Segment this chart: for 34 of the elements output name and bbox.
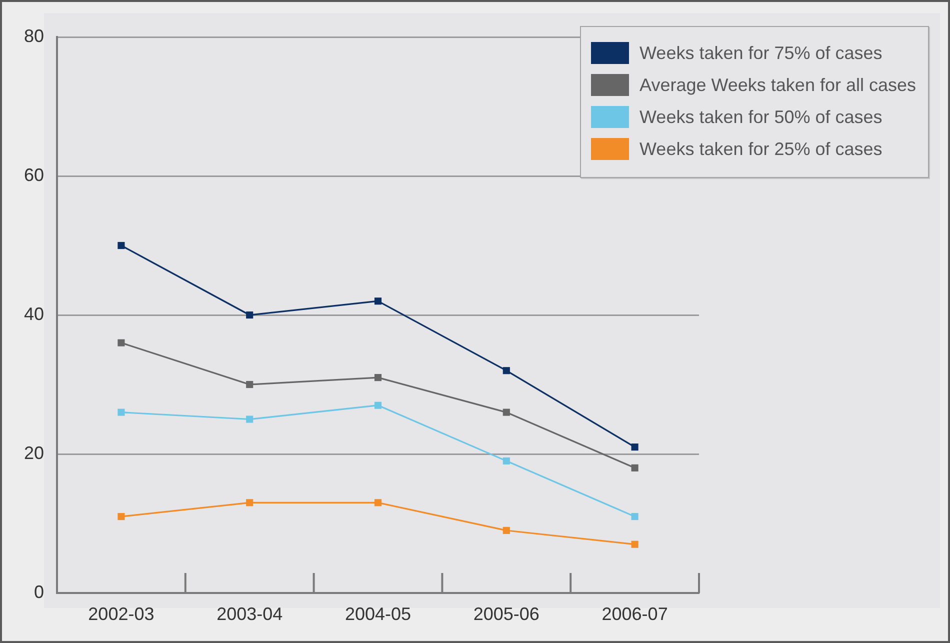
point <box>118 242 125 250</box>
y-tick-label: 80 <box>24 26 44 46</box>
point <box>246 416 254 423</box>
x-tick-label: 2002-03 <box>88 604 154 624</box>
legend-label: Weeks taken for 50% of cases <box>640 106 882 128</box>
point <box>502 408 510 416</box>
y-tick-label: 20 <box>24 442 44 463</box>
point <box>631 444 638 451</box>
point <box>118 408 125 416</box>
point <box>246 499 254 506</box>
y-tick-label: 40 <box>24 304 44 324</box>
point <box>631 464 638 472</box>
legend-label: Average Weeks taken for all cases <box>640 74 916 96</box>
point <box>374 402 382 409</box>
point <box>631 540 638 548</box>
point <box>118 339 125 346</box>
point <box>502 457 510 464</box>
point <box>246 380 254 388</box>
y-tick-label: 0 <box>34 582 44 602</box>
point <box>374 298 382 305</box>
point <box>246 311 254 319</box>
y-tick-label: 60 <box>24 164 44 185</box>
x-tick-label: 2005-06 <box>473 604 540 624</box>
legend-label: Weeks taken for 75% of cases <box>640 42 882 64</box>
point <box>374 499 382 506</box>
point <box>502 367 510 374</box>
legend-label: Weeks taken for 25% of cases <box>640 138 882 160</box>
x-tick-label: 2004-05 <box>344 604 412 624</box>
point <box>374 374 382 382</box>
point <box>502 526 510 534</box>
point <box>118 513 125 520</box>
point <box>631 513 638 520</box>
x-tick-label: 2006-07 <box>602 604 668 624</box>
x-tick-label: 2003-04 <box>216 604 283 624</box>
